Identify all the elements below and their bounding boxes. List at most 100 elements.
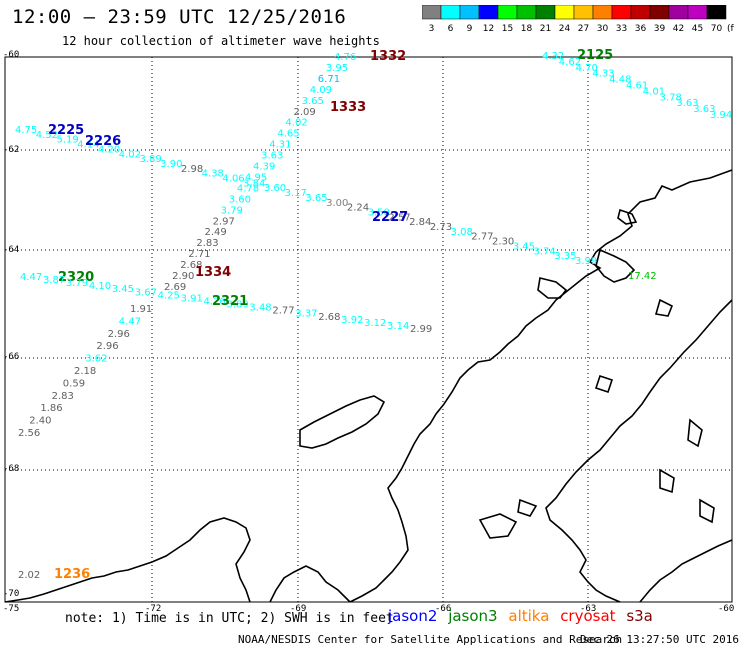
legend-jason2: jason2	[388, 607, 438, 625]
swh-value: 3.60	[229, 194, 251, 205]
credit-line: NOAA/NESDIS Center for Satellite Applica…	[238, 633, 623, 646]
swh-value: 3.65	[305, 193, 327, 204]
lat-label-68: -68	[3, 464, 20, 474]
swh-value: 3.78	[660, 92, 682, 103]
legend-altika: altika	[508, 607, 550, 625]
track-label-2320: 2320	[58, 270, 94, 285]
color-swatch-label: 36	[635, 24, 647, 34]
swh-value: 4.32	[542, 51, 564, 62]
swh-value: 3.84	[243, 178, 265, 189]
swh-value: 3.65	[302, 96, 324, 107]
color-swatch	[706, 5, 727, 20]
swh-value: 4.06	[222, 174, 244, 185]
coastline	[4, 169, 733, 603]
color-swatch-label: 21	[540, 24, 551, 34]
swh-value: 4.33	[592, 69, 614, 80]
swh-value: 3.50	[368, 207, 390, 218]
swh-value: 3.92	[341, 315, 363, 326]
lat-label-62: -62	[3, 145, 20, 155]
swh-value: 3.63	[693, 104, 715, 115]
track-label-1236: 1236	[54, 567, 90, 582]
swh-value: 2.49	[204, 227, 226, 238]
color-swatch-label: 15	[502, 24, 513, 34]
swh-value: 3.67	[135, 287, 157, 298]
track-values: 13324.763.956.714.093.652.094.024.654.31…	[15, 48, 732, 582]
swh-value: 2.40	[29, 416, 51, 427]
swh-value: 1.86	[40, 403, 62, 414]
swh-value: 2.83	[196, 238, 218, 249]
color-swatch-label: 39	[654, 24, 666, 34]
lat-label-70: -70	[3, 589, 20, 599]
lon-label-72: -72	[145, 604, 162, 614]
swh-value: 3.14	[387, 321, 409, 332]
swh-value: 0.59	[63, 378, 85, 389]
lon-label-69: -69	[290, 604, 307, 614]
wave-height-map: 13324.763.956.714.093.652.094.024.654.31…	[4, 48, 733, 603]
swh-value: 5.19	[56, 135, 78, 146]
track-label-2321: 2321	[212, 294, 248, 309]
swh-value: 2.96	[108, 329, 130, 340]
swh-value: 2.02	[18, 570, 40, 581]
swh-value: 3.17	[285, 188, 307, 199]
swh-value: 2.18	[74, 366, 96, 377]
swh-value: 3.45	[513, 241, 535, 252]
swh-value: 2.73	[430, 222, 452, 233]
lat-label-75: -75	[3, 604, 20, 614]
color-swatch-label: 27	[578, 24, 589, 34]
map-subtitle: 12 hour collection of altimeter wave hei…	[62, 34, 380, 48]
swh-value: 4.65	[277, 129, 299, 140]
swh-value: 2.97	[213, 216, 235, 227]
generated-timestamp: Dec 26 13:27:50 UTC 2016	[580, 633, 739, 646]
swh-value: 4.52	[36, 130, 58, 141]
swh-value: 4.09	[310, 85, 332, 96]
satellite-legend: jason2 jason3 altika cryosat s3a	[388, 607, 659, 625]
swh-value: 2.68	[318, 312, 340, 323]
color-swatch-label: 70	[711, 24, 723, 34]
color-swatch-label: 18	[521, 24, 533, 34]
color-swatch-label: 30	[597, 24, 609, 34]
swh-value: 3.94	[710, 110, 732, 121]
swh-value: 4.48	[609, 75, 631, 86]
track-label-1332: 1332	[370, 49, 406, 64]
lat-label-64: -64	[3, 245, 20, 255]
swh-value: 4.75	[15, 125, 37, 136]
swh-value: 3.35	[554, 251, 576, 262]
swh-value: 3.60	[264, 183, 286, 194]
swh-value: 3.91	[181, 293, 203, 304]
swh-value: 3.12	[364, 318, 386, 329]
swh-value: 2.99	[410, 324, 432, 335]
swh-value: 17.42	[628, 271, 657, 282]
swh-value: 2.90	[172, 271, 194, 282]
swh-value: 2.96	[96, 341, 118, 352]
swh-value: 2.84	[409, 217, 431, 228]
swh-value: 2.69	[164, 282, 186, 293]
swh-value: 4.47	[119, 316, 141, 327]
footer-note: note: 1) Time is in UTC; 2) SWH is in fe…	[65, 611, 394, 626]
swh-value: 3.45	[112, 284, 134, 295]
map-frame	[4, 56, 733, 603]
swh-value: 2.57	[388, 212, 410, 223]
swh-value: 2.30	[492, 237, 514, 248]
graticule	[5, 57, 732, 602]
swh-value: 2.98	[181, 164, 203, 175]
track-label-2227: 2227	[372, 210, 408, 225]
color-swatch-label: 24	[559, 24, 571, 34]
legend-jason3: jason3	[448, 607, 498, 625]
map-title: 12:00 — 23:59 UTC 12/25/2016	[12, 6, 347, 28]
track-label-2225: 2225	[48, 123, 84, 138]
color-swatch-label: 6	[448, 24, 454, 34]
swh-value: 3.95	[326, 63, 348, 74]
lon-label-63: -63	[580, 604, 597, 614]
swh-value: 4.47	[20, 272, 42, 283]
color-swatch-label: 9	[467, 24, 473, 34]
swh-value: 4.01	[643, 86, 665, 97]
swh-value: 3.79	[66, 278, 88, 289]
swh-value: 4.38	[202, 169, 224, 180]
color-swatch-label: 33	[616, 24, 627, 34]
legend-s3a: s3a	[626, 607, 653, 625]
color-swatch-label: 3	[429, 24, 435, 34]
swh-value: 2.77	[471, 232, 493, 243]
lat-label-66: -66	[3, 352, 20, 362]
swh-value: 4.31	[269, 140, 291, 151]
track-label-2125: 2125	[577, 48, 613, 63]
